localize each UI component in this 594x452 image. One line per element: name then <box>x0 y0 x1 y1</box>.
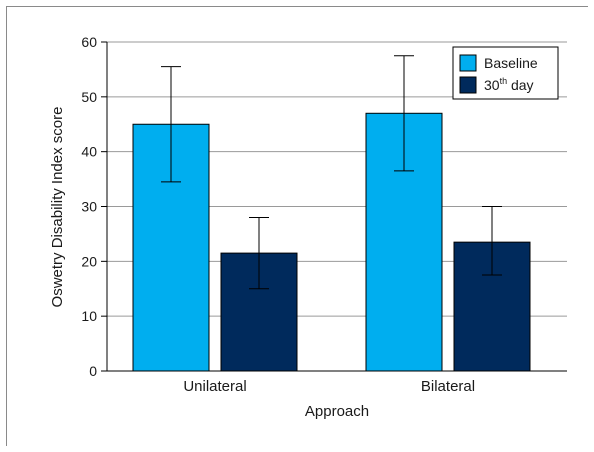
y-axis-title: Oswetry Disability Index score <box>49 107 66 308</box>
y-tick-label-20: 20 <box>81 253 97 269</box>
y-tick-labels: 0 10 20 30 40 50 60 <box>81 34 97 379</box>
x-axis-title: Approach <box>305 403 369 420</box>
error-bars <box>161 55 502 290</box>
category-labels: Unilateral Bilateral <box>183 378 475 395</box>
legend: Baseline 30th day <box>452 46 559 100</box>
y-tick-label-40: 40 <box>81 144 97 160</box>
axes <box>101 41 567 372</box>
category-label-bilateral: Bilateral <box>421 378 475 395</box>
y-tick-label-50: 50 <box>81 89 97 105</box>
y-tick-label-60: 60 <box>81 34 97 50</box>
category-label-unilateral: Unilateral <box>183 378 246 395</box>
legend-label-30th-day: 30th day <box>484 76 534 93</box>
chart-frame <box>6 6 588 446</box>
y-tick-label-10: 10 <box>81 308 97 324</box>
legend-swatch-30th-day <box>459 76 477 94</box>
legend-label-baseline: Baseline <box>484 55 538 71</box>
y-tick-label-0: 0 <box>89 363 97 379</box>
y-tick-label-30: 30 <box>81 199 97 215</box>
legend-swatch-baseline <box>459 54 477 72</box>
